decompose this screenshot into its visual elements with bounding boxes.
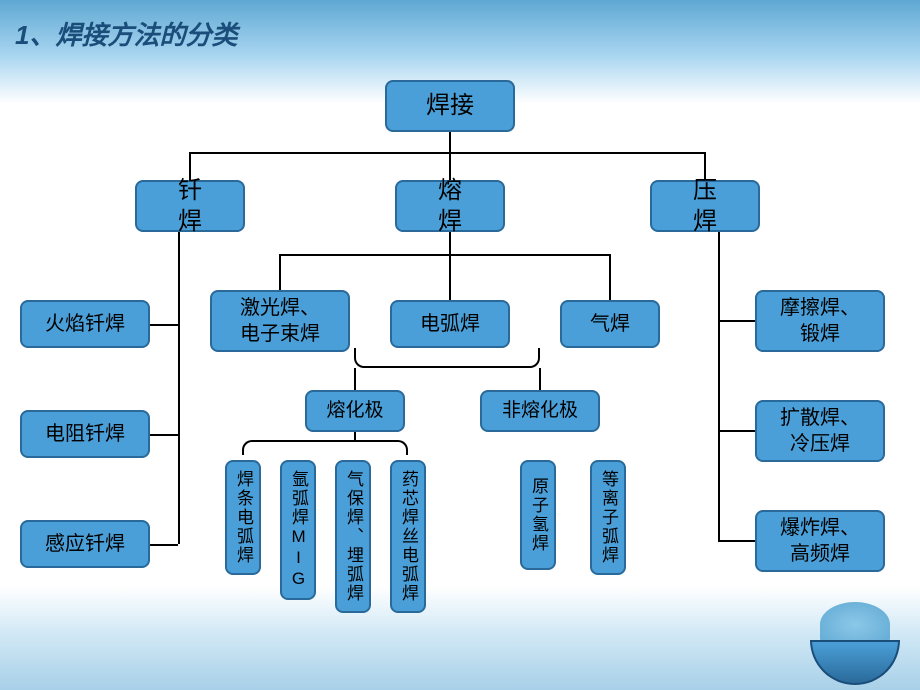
node-leaf: 氩弧焊MIG	[280, 460, 316, 600]
node-ronghan-child: 气焊	[560, 300, 660, 348]
node-qianhan: 钎焊	[135, 180, 245, 232]
connector	[718, 232, 720, 542]
node-leaf: 焊条电弧焊	[225, 460, 261, 575]
connector	[718, 320, 755, 322]
connector	[354, 368, 356, 390]
connector	[178, 232, 180, 544]
decoration-globe	[800, 595, 910, 685]
connector	[279, 254, 281, 290]
org-chart: 焊接 钎焊 熔焊 压焊 火焰钎焊 电阻钎焊 感应钎焊 激光焊、 电子束焊 电弧焊…	[0, 70, 920, 650]
node-leaf: 药芯焊丝电弧焊	[390, 460, 426, 613]
connector	[279, 254, 611, 256]
node-yahan: 压焊	[650, 180, 760, 232]
connector	[150, 434, 178, 436]
connector	[150, 544, 178, 546]
node-yahan-child: 摩擦焊、 锻焊	[755, 290, 885, 352]
node-leaf: 原子氢焊	[520, 460, 556, 570]
connector	[449, 254, 451, 300]
connector	[718, 430, 755, 432]
connector	[539, 368, 541, 390]
bracket	[354, 348, 540, 368]
node-qianhan-child: 感应钎焊	[20, 520, 150, 568]
node-dianhu-child: 非熔化极	[480, 390, 600, 432]
node-ronghan-child: 电弧焊	[390, 300, 510, 348]
connector	[718, 540, 755, 542]
connector	[150, 324, 178, 326]
node-yahan-child: 扩散焊、 冷压焊	[755, 400, 885, 462]
node-qianhan-child: 火焰钎焊	[20, 300, 150, 348]
node-dianhu-child: 熔化极	[305, 390, 405, 432]
node-leaf: 气保焊、埋弧焊	[335, 460, 371, 613]
node-root: 焊接	[385, 80, 515, 132]
node-ronghan-child: 激光焊、 电子束焊	[210, 290, 350, 352]
node-yahan-child: 爆炸焊、 高频焊	[755, 510, 885, 572]
connector	[449, 232, 451, 254]
page-title: 1、焊接方法的分类	[15, 15, 237, 52]
bracket	[242, 440, 408, 455]
connector	[354, 432, 356, 440]
connector	[609, 254, 611, 300]
connector	[449, 132, 451, 152]
node-ronghan: 熔焊	[395, 180, 505, 232]
node-leaf: 等离子弧焊	[590, 460, 626, 575]
connector	[189, 152, 705, 154]
node-qianhan-child: 电阻钎焊	[20, 410, 150, 458]
